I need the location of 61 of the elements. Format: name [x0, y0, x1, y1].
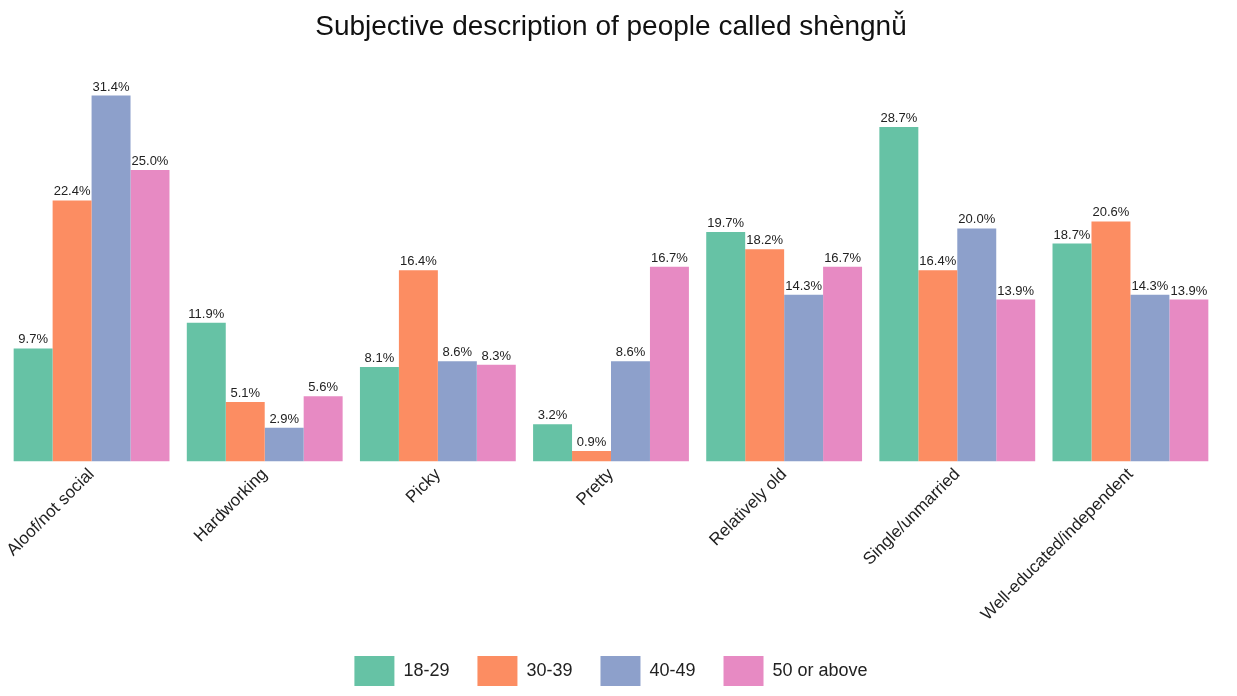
data-label: 13.9%	[1170, 282, 1208, 298]
data-label: 8.1%	[364, 350, 395, 366]
data-label: 18.7%	[1053, 226, 1091, 242]
data-label: 16.7%	[824, 249, 862, 265]
bar	[303, 396, 343, 462]
bar	[996, 299, 1036, 462]
data-label: 0.9%	[576, 434, 607, 450]
data-label: 8.6%	[615, 344, 646, 360]
bar	[359, 367, 399, 462]
bar	[823, 266, 863, 462]
data-label: 25.0%	[131, 153, 169, 169]
bar	[264, 427, 304, 462]
bar	[225, 402, 265, 462]
bar	[186, 322, 226, 462]
data-label: 16.4%	[919, 253, 957, 269]
bar	[784, 294, 824, 462]
data-label: 31.4%	[92, 78, 130, 94]
data-label: 22.4%	[53, 183, 91, 199]
data-label: 14.3%	[1131, 277, 1169, 293]
chart-title: Subjective description of people called shèngnǚ	[315, 9, 907, 41]
bar	[572, 450, 611, 462]
bar	[649, 266, 689, 462]
data-label: 28.7%	[880, 110, 918, 126]
bar	[1091, 221, 1131, 462]
bar	[52, 200, 92, 462]
data-label: 14.3%	[785, 277, 823, 293]
bar	[611, 361, 650, 462]
bar	[879, 127, 919, 462]
data-label: 2.9%	[269, 410, 300, 426]
data-label: 8.3%	[481, 347, 512, 363]
data-label: 8.6%	[442, 344, 473, 360]
data-label: 5.6%	[308, 379, 339, 395]
bar	[745, 249, 785, 462]
data-label: 19.7%	[707, 214, 745, 230]
data-label: 18.2%	[746, 232, 784, 248]
data-label: 5.1%	[230, 385, 261, 401]
bar	[91, 95, 131, 462]
bar	[1130, 294, 1170, 462]
bar	[957, 228, 997, 462]
data-label: 16.7%	[651, 249, 689, 265]
bar	[533, 424, 573, 462]
data-label: 9.7%	[18, 331, 49, 347]
legend-label: 40-49	[649, 659, 696, 680]
bar	[398, 270, 438, 462]
bar	[918, 270, 958, 462]
data-label: 3.2%	[537, 407, 568, 423]
bar	[476, 364, 516, 462]
bar	[706, 231, 746, 462]
bar	[1169, 299, 1209, 462]
legend-label: 18-29	[403, 659, 450, 680]
bar	[13, 348, 53, 462]
data-label: 16.4%	[399, 253, 438, 269]
data-label: 11.9%	[188, 305, 225, 321]
legend-label: 30-39	[526, 659, 573, 680]
data-label: 20.6%	[1092, 204, 1130, 220]
bar	[1052, 243, 1092, 462]
bar	[130, 170, 170, 462]
data-label: 13.9%	[997, 282, 1035, 298]
legend-label: 50 or above	[772, 659, 868, 680]
bar	[437, 361, 477, 462]
data-label: 20.0%	[958, 211, 996, 227]
